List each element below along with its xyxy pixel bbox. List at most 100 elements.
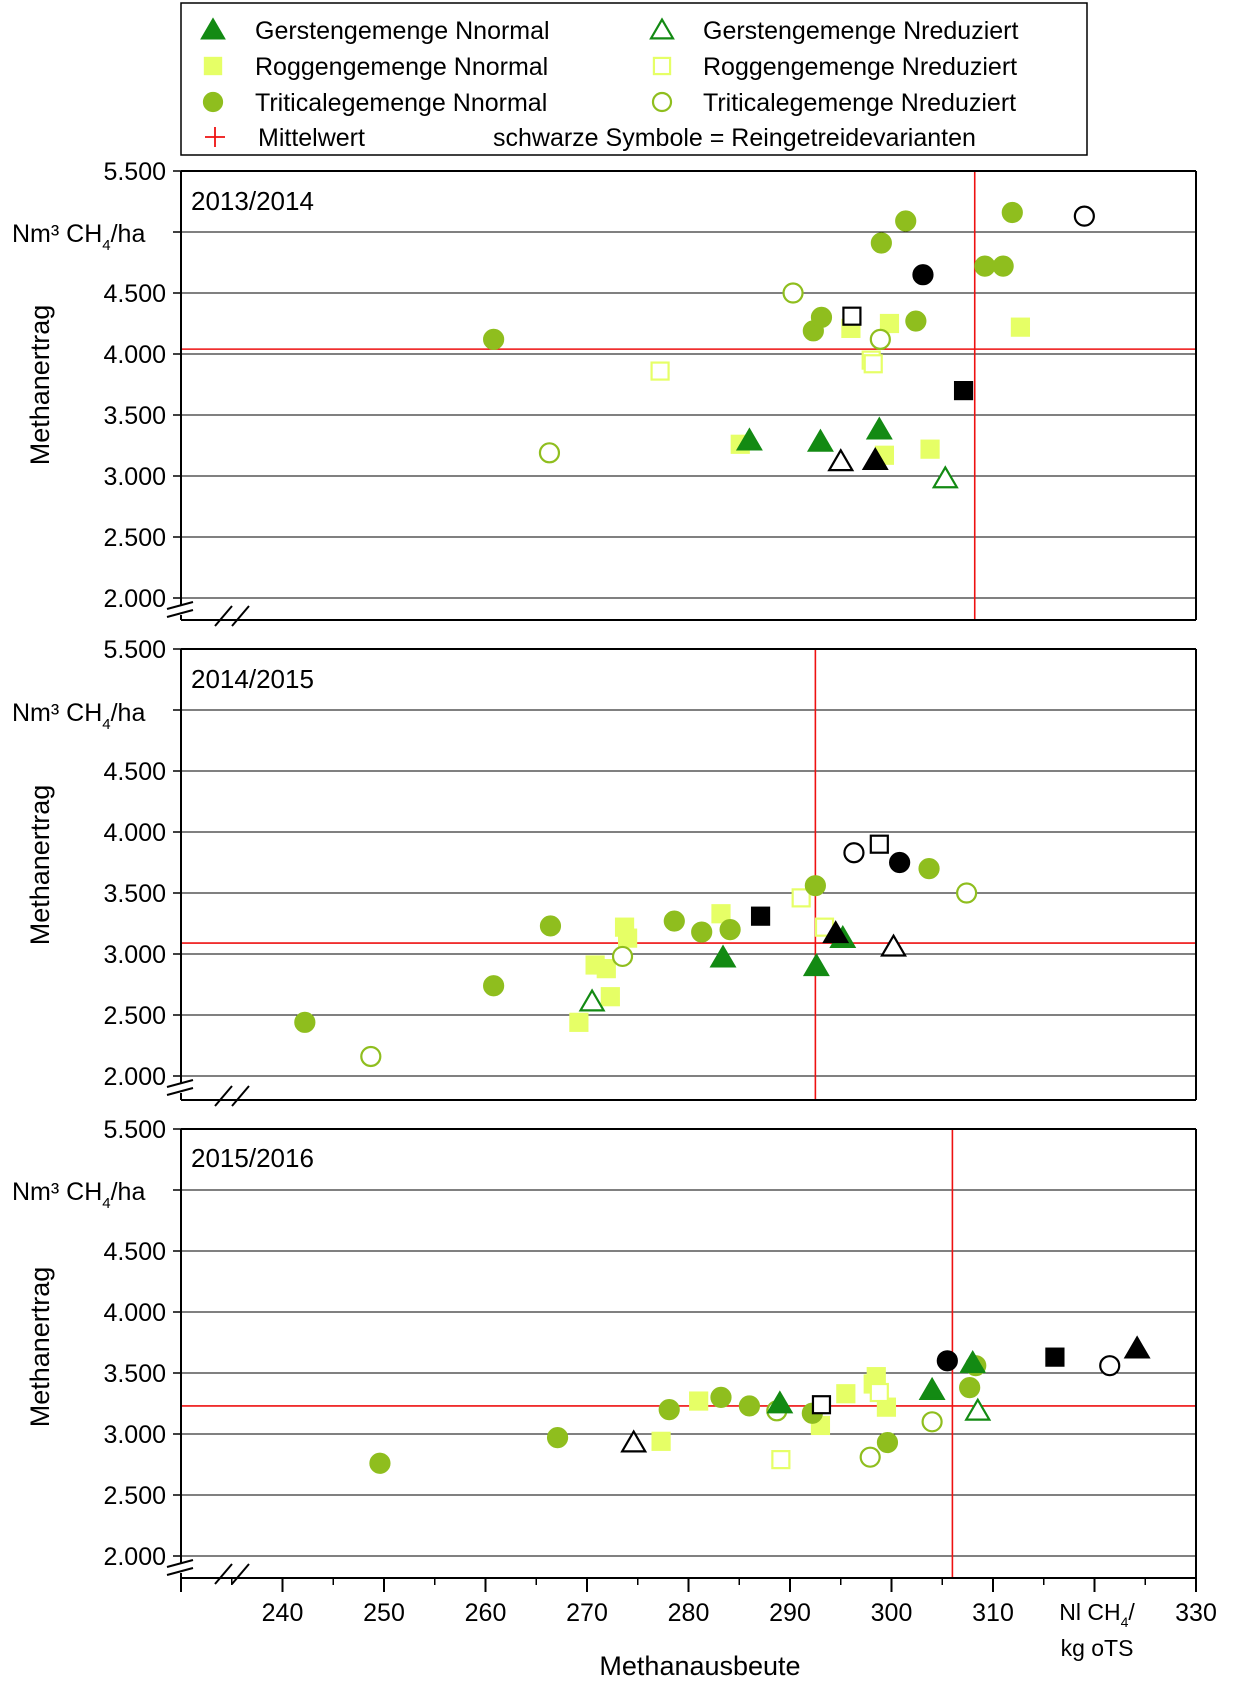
legend-symbols (200, 17, 675, 147)
point-tr (782, 282, 804, 304)
x-tick-label: 330 (1175, 1599, 1217, 1627)
y-axis-label: Methanertrag (25, 1267, 55, 1428)
axis-break-mark (166, 1567, 194, 1576)
point-pure-circle (936, 1350, 958, 1372)
y-tick-label: 3.500 (103, 1360, 166, 1388)
y-tick-label: 3.000 (103, 941, 166, 969)
point-gn (806, 428, 834, 452)
legend-symbol-rr (652, 56, 672, 76)
y-tick-label: 4.500 (103, 758, 166, 786)
point-tr (956, 882, 978, 904)
y-tick-label: 2.000 (103, 585, 166, 613)
point-pure-square (842, 306, 862, 326)
panel-frame (166, 1128, 1197, 1585)
point-pure-circle (1099, 1355, 1121, 1377)
y-tick-label: 2.000 (103, 1543, 166, 1571)
y-tick-label: 4.000 (103, 1299, 166, 1327)
point-gn (959, 1350, 987, 1374)
y-unit-label: Nm³ CH4/ha (12, 1178, 145, 1212)
point-gn (766, 1390, 794, 1414)
y-axis-label: Methanertrag (25, 785, 55, 946)
point-tn (719, 918, 741, 941)
y-tick-label: 5.500 (103, 636, 166, 664)
point-tn (658, 1398, 680, 1421)
y-tick-label: 3.000 (103, 463, 166, 491)
point-tn (691, 921, 713, 943)
point-pure-triangle (822, 920, 850, 944)
point-tr (538, 442, 561, 464)
y-tick-label: 5.500 (103, 1116, 166, 1144)
panel-2013-2014: 2.000 2.500 3.000 3.500 4.000 4.500 5.500 2013… (12, 158, 1197, 627)
x-tick-label: 270 (566, 1599, 608, 1627)
point-tn (918, 857, 940, 880)
panel-mean-lines (181, 649, 1196, 1100)
y-tick-label: 3.500 (103, 402, 166, 430)
legend-note: schwarze Symbole = Reingetreidevarianten (493, 124, 976, 152)
axis-break-mark (231, 605, 250, 627)
panel-frame (166, 170, 1197, 627)
legend-label-rn: Roggengemenge Nnormal (255, 53, 548, 81)
point-tn (804, 875, 826, 897)
legend-label-tr: Triticalegemenge Nreduziert (703, 89, 1016, 117)
point-gn (865, 416, 893, 440)
point-tn (539, 915, 562, 937)
x-unit-label-line1: Nl CH4/ (1059, 1599, 1135, 1630)
y-tick-label: 4.500 (103, 1238, 166, 1266)
legend-symbol-tr (651, 91, 673, 113)
axis-break-mark (214, 1563, 233, 1585)
point-gn (918, 1376, 946, 1400)
point-tn (974, 255, 996, 277)
point-rn (879, 313, 900, 334)
x-unit-label-line2: kg oTS (1061, 1635, 1134, 1661)
panel-mean-lines (181, 171, 1196, 620)
panel-y-ticks: 2.000 2.500 3.000 3.500 4.000 4.500 5.500 (103, 158, 181, 613)
legend-symbol-gn (200, 17, 226, 40)
panel-mean-lines (181, 1129, 1196, 1578)
legend: Gerstengemenge Nnormal Gerstengemenge Nr… (180, 2, 1088, 156)
point-rr (791, 888, 811, 908)
axis-break-mark (231, 1085, 250, 1107)
point-tn (483, 975, 505, 997)
point-pure-square (953, 381, 974, 401)
point-tn (546, 1427, 569, 1449)
point-rn (836, 1384, 856, 1404)
y-tick-label: 3.500 (103, 880, 166, 908)
axis-break-mark (166, 1559, 194, 1568)
point-tn (992, 255, 1014, 277)
panel-title: 2014/2015 (191, 664, 314, 694)
legend-label-mean: Mittelwert (258, 124, 365, 152)
legend-box (180, 2, 1088, 156)
point-gn (709, 944, 737, 968)
point-tr (859, 1446, 881, 1468)
point-tn (959, 1377, 981, 1399)
point-tn (870, 232, 892, 254)
y-tick-label: 2.500 (103, 1482, 166, 1510)
point-gr (931, 465, 959, 489)
point-tr (921, 1411, 943, 1433)
point-rr (771, 1450, 791, 1470)
panel-y-ticks: 2.000 2.500 3.000 3.500 4.000 4.500 5.500 (103, 1116, 181, 1571)
axis-break-mark (214, 605, 233, 627)
axis-break-mark (166, 601, 194, 610)
y-tick-label: 4.500 (103, 280, 166, 308)
legend-label-gr: Gerstengemenge Nreduziert (703, 17, 1018, 45)
point-tn (369, 1452, 391, 1474)
point-rn (1010, 317, 1031, 337)
point-pure-circle (843, 842, 865, 864)
y-tick-label: 5.500 (103, 158, 166, 186)
legend-symbol-rn (203, 56, 223, 76)
x-tick-label: 240 (262, 1599, 304, 1627)
panel-marks (483, 201, 1095, 489)
legend-label-gn: Gerstengemenge Nnormal (255, 17, 550, 45)
point-rn (596, 959, 616, 979)
axis-break-mark (166, 1079, 194, 1088)
legend-symbol-tn (202, 91, 224, 113)
axis-break-gap (169, 1083, 193, 1093)
x-tick-label: 280 (668, 1599, 710, 1627)
point-pure-triangle (880, 933, 907, 957)
point-tn (483, 328, 505, 350)
point-gn (735, 427, 763, 451)
point-tr (360, 1045, 382, 1068)
panel-2014-2015: 2.000 2.500 3.000 3.500 4.000 4.500 5.500 2014… (12, 636, 1197, 1107)
